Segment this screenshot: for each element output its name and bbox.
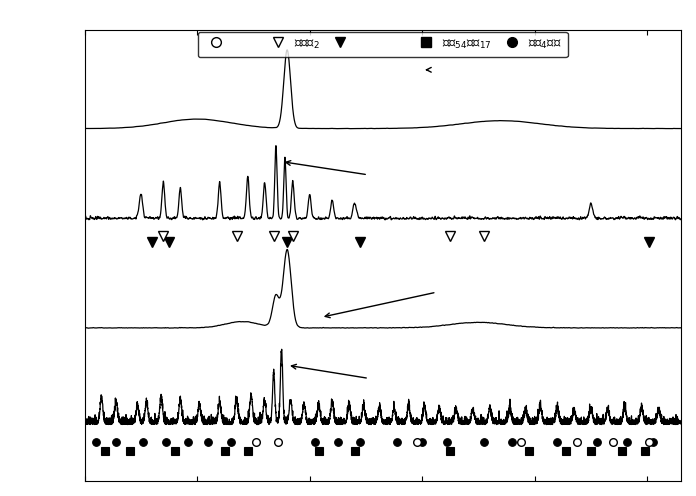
Legend: Mg, MgH$_2$, MgAg, Mg$_{54}$Ag$_{17}$, Mg$_4$Ag: Mg, MgH$_2$, MgAg, Mg$_{54}$Ag$_{17}$, M… <box>198 32 568 57</box>
Text: (a) 铸态Mg90Ag10: (a) 铸态Mg90Ag10 <box>292 365 468 381</box>
Text: (d) 氢气 氚球磨 Mg80Ag20: (d) 氢气 氚球磨 Mg80Ag20 <box>427 67 657 72</box>
Text: (c) 铸态Mg80Ag20: (c) 铸态Mg80Ag20 <box>286 161 468 178</box>
Text: (b) 氢气 氚球磨 Mg90Ag10: (b) 氢气 氚球磨 Mg90Ag10 <box>325 289 561 318</box>
